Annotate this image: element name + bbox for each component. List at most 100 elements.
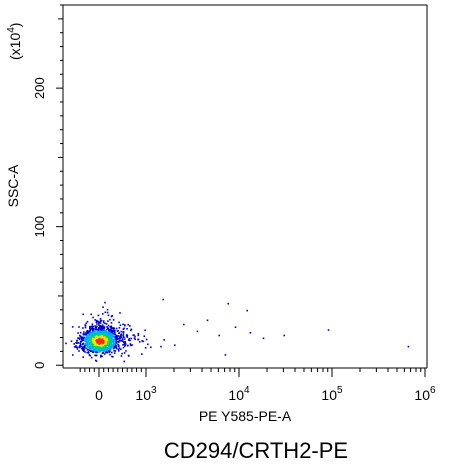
outlier-point [183,323,185,326]
event-point [102,352,105,354]
event-point [113,327,115,330]
event-point [96,346,98,349]
event-point [103,333,106,336]
event-point [118,347,121,349]
event-point [115,334,118,337]
event-point [118,335,120,337]
event-point [104,340,107,343]
event-point [97,336,100,338]
event-point [95,349,98,351]
event-point [97,314,100,317]
event-point [73,346,76,348]
x-tick-label-base: 10 [414,387,430,403]
event-point [123,338,126,340]
event-point [91,334,94,336]
event-point [98,332,100,335]
outlier-point [407,345,410,348]
event-point [122,323,124,326]
event-point [95,354,98,357]
event-point [113,350,115,352]
event-point [100,331,103,333]
event-point [101,336,104,339]
event-point [115,327,118,330]
event-point [104,311,107,314]
event-point [88,349,91,352]
event-point [130,329,132,332]
event-point [107,327,110,329]
event-point [99,320,102,322]
event-point [85,332,88,335]
event-point [104,338,106,341]
event-point [116,336,118,339]
event-point [130,328,133,331]
event-point [117,340,119,343]
event-point [79,346,81,349]
event-point [72,354,74,356]
outlier-point [246,309,248,312]
event-point [89,332,92,334]
event-point [101,340,103,343]
outlier-point [327,329,330,331]
event-point [97,340,99,342]
event-point [101,329,103,331]
event-point [101,327,104,330]
event-point [91,331,94,334]
event-point [110,343,112,346]
event-point [122,333,125,335]
event-point [150,346,152,349]
event-point [103,331,106,333]
event-point [100,344,102,346]
event-point [108,331,110,334]
event-point [103,327,105,330]
event-point [77,337,79,339]
event-point [112,319,115,321]
outlier-point [234,326,237,328]
event-point [99,349,101,351]
event-point [85,335,88,338]
event-point [87,340,89,342]
event-point [102,346,104,348]
event-point [103,349,106,351]
event-point [120,330,123,333]
event-point [89,354,91,357]
event-point [163,339,165,341]
event-point [98,326,101,329]
event-point [141,340,143,342]
event-point [118,327,121,329]
event-point [138,341,141,343]
event-point [101,338,104,341]
event-point [98,340,101,342]
event-point [130,337,133,340]
event-point [120,355,123,357]
event-point [90,350,92,352]
event-point [98,333,101,336]
event-point [106,348,108,351]
event-point [98,343,100,345]
event-point [85,322,87,325]
event-point [91,345,94,347]
event-point [95,328,97,330]
event-point [109,338,111,340]
event-point [103,346,106,349]
event-point [129,343,132,345]
event-point [86,342,88,345]
event-point [105,351,107,354]
event-point [122,338,124,340]
outlier-point [262,337,265,340]
event-point [87,332,89,334]
event-point [83,331,85,333]
event-point [104,322,106,325]
event-point [110,347,113,350]
event-point [93,335,96,337]
event-point [95,344,97,346]
event-point [106,326,108,328]
event-point [110,334,113,337]
x-tick-label-base: 10 [228,387,244,403]
event-point [77,342,80,344]
event-point [100,354,102,357]
event-point [97,330,99,333]
event-point [109,330,111,332]
event-point [111,342,113,344]
event-point [102,340,104,343]
event-point [104,333,107,335]
